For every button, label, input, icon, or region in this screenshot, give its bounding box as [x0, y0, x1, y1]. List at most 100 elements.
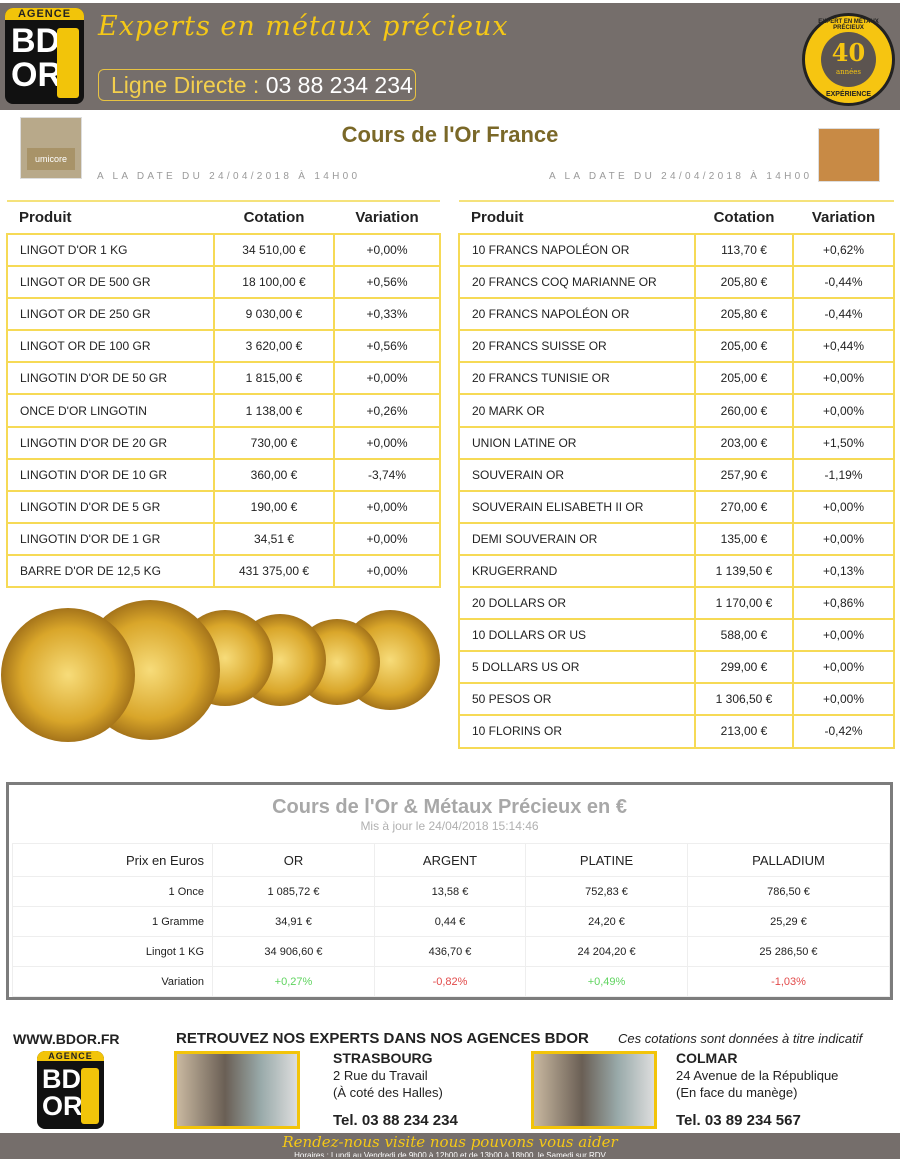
badge-number: 40: [831, 38, 866, 67]
price: 205,00 €: [694, 329, 794, 364]
table-row: LINGOT OR DE 100 GR 3 620,00 € +0,56%: [6, 329, 441, 364]
price: 34 510,00 €: [213, 232, 335, 268]
logo-agence: AGENCE: [37, 1051, 104, 1061]
price: 1 139,50 €: [694, 553, 794, 589]
gold-coins-table: Produit Cotation Variation 10 FRANCS NAPOL…: [458, 200, 895, 749]
badge-sub-text: années: [835, 68, 862, 76]
price: 260,00 €: [694, 393, 794, 428]
bottom-slogan: Rendez-nous visite nous pouvons vous aid…: [282, 1133, 618, 1151]
variation: +0,00%: [333, 232, 441, 268]
bottom-banner: Rendez-nous visite nous pouvons vous aid…: [0, 1133, 900, 1159]
precious-metals-panel: Cours de l'Or & Métaux Précieux en € Mis…: [6, 782, 893, 1000]
product-name: 20 MARK OR: [458, 393, 696, 428]
product-name: LINGOT OR DE 500 GR: [6, 265, 215, 300]
header-banner: AGENCE BD OR Experts en métaux précieux …: [0, 3, 900, 110]
col-variation: Variation: [334, 200, 440, 234]
price: 34,51 €: [213, 521, 335, 556]
price: 1 306,50 €: [694, 682, 794, 717]
price: 203,00 €: [694, 425, 794, 460]
variation: +0,00%: [333, 425, 441, 460]
logo-bd: BD: [42, 1064, 81, 1094]
40-years-badge: EXPERT EN MÉTAUX PRÉCIEUX 40 années EXPÉ…: [802, 13, 895, 106]
product-name: 10 DOLLARS OR US: [458, 618, 696, 653]
variation: -0,44%: [792, 297, 895, 332]
metal-value: +0,49%: [525, 966, 688, 997]
price: 18 100,00 €: [213, 265, 335, 300]
table-row: ONCE D'OR LINGOTIN 1 138,00 € +0,26%: [6, 393, 441, 428]
strasbourg-landmark: (À coté des Halles): [333, 1085, 443, 1100]
variation: +0,86%: [792, 586, 895, 621]
coin: [1, 608, 135, 742]
variation: +0,00%: [792, 650, 895, 685]
metals-row: Variation +0,27% -0,82% +0,49% -1,03%: [12, 966, 891, 997]
website-link[interactable]: WWW.BDOR.FR: [13, 1031, 120, 1047]
price: 190,00 €: [213, 489, 335, 524]
disclaimer: Ces cotations sont données à titre indic…: [618, 1031, 863, 1046]
variation: +0,56%: [333, 329, 441, 364]
table-row: LINGOTIN D'OR DE 20 GR 730,00 € +0,00%: [6, 425, 441, 460]
table-row: LINGOTIN D'OR DE 10 GR 360,00 € -3,74%: [6, 457, 441, 492]
metal-value: -0,82%: [373, 966, 527, 997]
table-row: 20 FRANCS NAPOLÉON OR 205,80 € -0,44%: [458, 297, 895, 332]
metals-row: Lingot 1 KG 34 906,60 €436,70 €24 204,20 …: [12, 936, 891, 967]
price: 3 620,00 €: [213, 329, 335, 364]
metals-table: Prix en Euros OR ARGENT PLATINE PALLADIUM 1 …: [12, 843, 891, 997]
strasbourg-city: STRASBOURG: [333, 1050, 433, 1066]
metal-value: +0,27%: [212, 966, 375, 997]
price: 205,80 €: [694, 297, 794, 332]
variation: +0,00%: [792, 682, 895, 717]
colmar-phone[interactable]: Tel. 03 89 234 567: [676, 1112, 801, 1129]
metal-value: 1 085,72 €: [212, 876, 375, 907]
table-row: 20 FRANCS COQ MARIANNE OR 205,80 € -0,44%: [458, 265, 895, 300]
variation: +0,00%: [792, 618, 895, 653]
date-left: A LA DATE DU 24/04/2018 À 14H00: [97, 171, 361, 182]
variation: +0,62%: [792, 232, 895, 268]
logo-or: OR: [42, 1091, 83, 1121]
metals-header: ARGENT: [373, 843, 527, 877]
variation: +0,00%: [792, 361, 895, 396]
product-name: ONCE D'OR LINGOTIN: [6, 393, 215, 428]
col-cotation: Cotation: [695, 200, 793, 234]
product-name: LINGOTIN D'OR DE 1 GR: [6, 521, 215, 556]
price: 588,00 €: [694, 618, 794, 653]
direct-line[interactable]: Ligne Directe : 03 88 234 234: [98, 69, 416, 101]
table-row: 20 DOLLARS OR 1 170,00 € +0,86%: [458, 586, 895, 621]
row-label: 1 Once: [12, 876, 213, 907]
strasbourg-phone[interactable]: Tel. 03 88 234 234: [333, 1112, 458, 1129]
table-row: LINGOT D'OR 1 KG 34 510,00 € +0,00%: [6, 232, 441, 268]
date-right: A LA DATE DU 24/04/2018 À 14H00: [549, 171, 813, 182]
product-name: UNION LATINE OR: [458, 425, 696, 460]
table-row: LINGOTIN D'OR DE 5 GR 190,00 € +0,00%: [6, 489, 441, 524]
direct-line-number[interactable]: 03 88 234 234: [265, 72, 413, 98]
table-row: 5 DOLLARS US OR 299,00 € +0,00%: [458, 650, 895, 685]
strasbourg-photo: [174, 1051, 300, 1129]
variation: +0,33%: [333, 297, 441, 332]
product-name: 5 DOLLARS US OR: [458, 650, 696, 685]
price: 299,00 €: [694, 650, 794, 685]
colmar-city: COLMAR: [676, 1050, 738, 1066]
table-row: DEMI SOUVERAIN OR 135,00 € +0,00%: [458, 521, 895, 556]
strasbourg-address: 2 Rue du Travail (À coté des Halles): [333, 1067, 443, 1101]
logo-bd: BD: [11, 22, 61, 60]
variation: -1,19%: [792, 457, 895, 492]
variation: +0,00%: [792, 521, 895, 556]
metals-row: 1 Once 1 085,72 €13,58 €752,83 €786,50 €: [12, 876, 891, 907]
product-name: 20 FRANCS TUNISIE OR: [458, 361, 696, 396]
col-cotation: Cotation: [214, 200, 334, 234]
price: 431 375,00 €: [213, 553, 335, 589]
product-name: 10 FLORINS OR: [458, 714, 696, 749]
badge-top-text: EXPERT EN MÉTAUX PRÉCIEUX: [818, 19, 879, 31]
table-row: BARRE D'OR DE 12,5 KG 431 375,00 € +0,00%: [6, 553, 441, 589]
variation: -3,74%: [333, 457, 441, 492]
table-row: LINGOTIN D'OR DE 1 GR 34,51 € +0,00%: [6, 521, 441, 556]
product-name: 10 FRANCS NAPOLÉON OR: [458, 232, 696, 268]
product-name: LINGOT OR DE 100 GR: [6, 329, 215, 364]
colmar-address: 24 Avenue de la République (En face du ma…: [676, 1067, 838, 1101]
metal-value: -1,03%: [686, 966, 891, 997]
bdor-logo[interactable]: AGENCE BD OR: [5, 8, 84, 104]
price: 205,00 €: [694, 361, 794, 396]
logo-agence: AGENCE: [5, 8, 84, 20]
logo-or: OR: [11, 56, 62, 94]
table-row: LINGOT OR DE 250 GR 9 030,00 € +0,33%: [6, 297, 441, 332]
product-name: LINGOT OR DE 250 GR: [6, 297, 215, 332]
